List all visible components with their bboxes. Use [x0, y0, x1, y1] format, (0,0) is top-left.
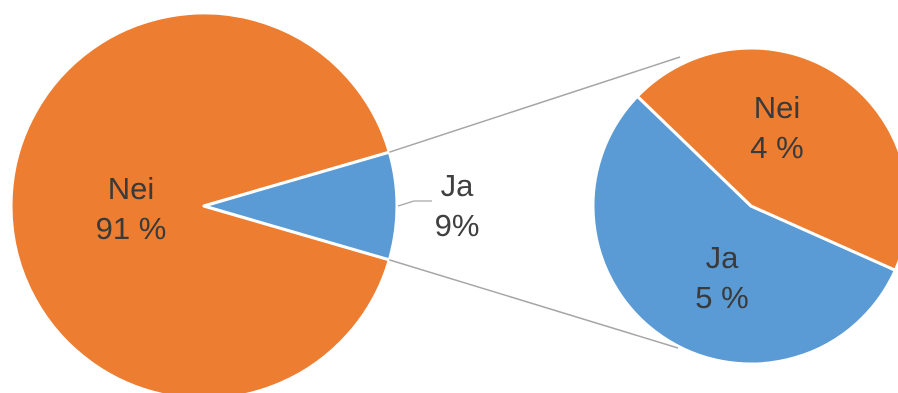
connector-line-bottom: [389, 259, 679, 349]
main-pie-slice-ja: [202, 150, 399, 262]
secondary-pie-slice-nei: [635, 46, 898, 272]
ja-leader-line: [397, 200, 432, 207]
main-nei-label-line-1: Nei: [108, 171, 155, 206]
secondary-nei-label: Nei 4 %: [750, 90, 803, 165]
secondary-ja-label: Ja 5 %: [695, 240, 748, 315]
secondary-ja-label-line-1: Ja: [706, 240, 740, 275]
main-nei-label-line-2: 91 %: [96, 211, 167, 246]
main-pie-slice-nei: [9, 11, 391, 393]
secondary-pie-slice-ja: [591, 94, 897, 366]
secondary-ja-label-line-2: 5 %: [695, 280, 748, 315]
connector-line-top: [389, 56, 681, 153]
main-ja-label-line-2: 9%: [435, 208, 480, 243]
main-ja-label-line-1: Ja: [441, 168, 475, 203]
secondary-nei-label-line-1: Nei: [754, 90, 801, 125]
main-ja-label: Ja 9%: [435, 168, 480, 243]
secondary-nei-label-line-2: 4 %: [750, 130, 803, 165]
main-nei-label: Nei 91 %: [96, 171, 167, 246]
